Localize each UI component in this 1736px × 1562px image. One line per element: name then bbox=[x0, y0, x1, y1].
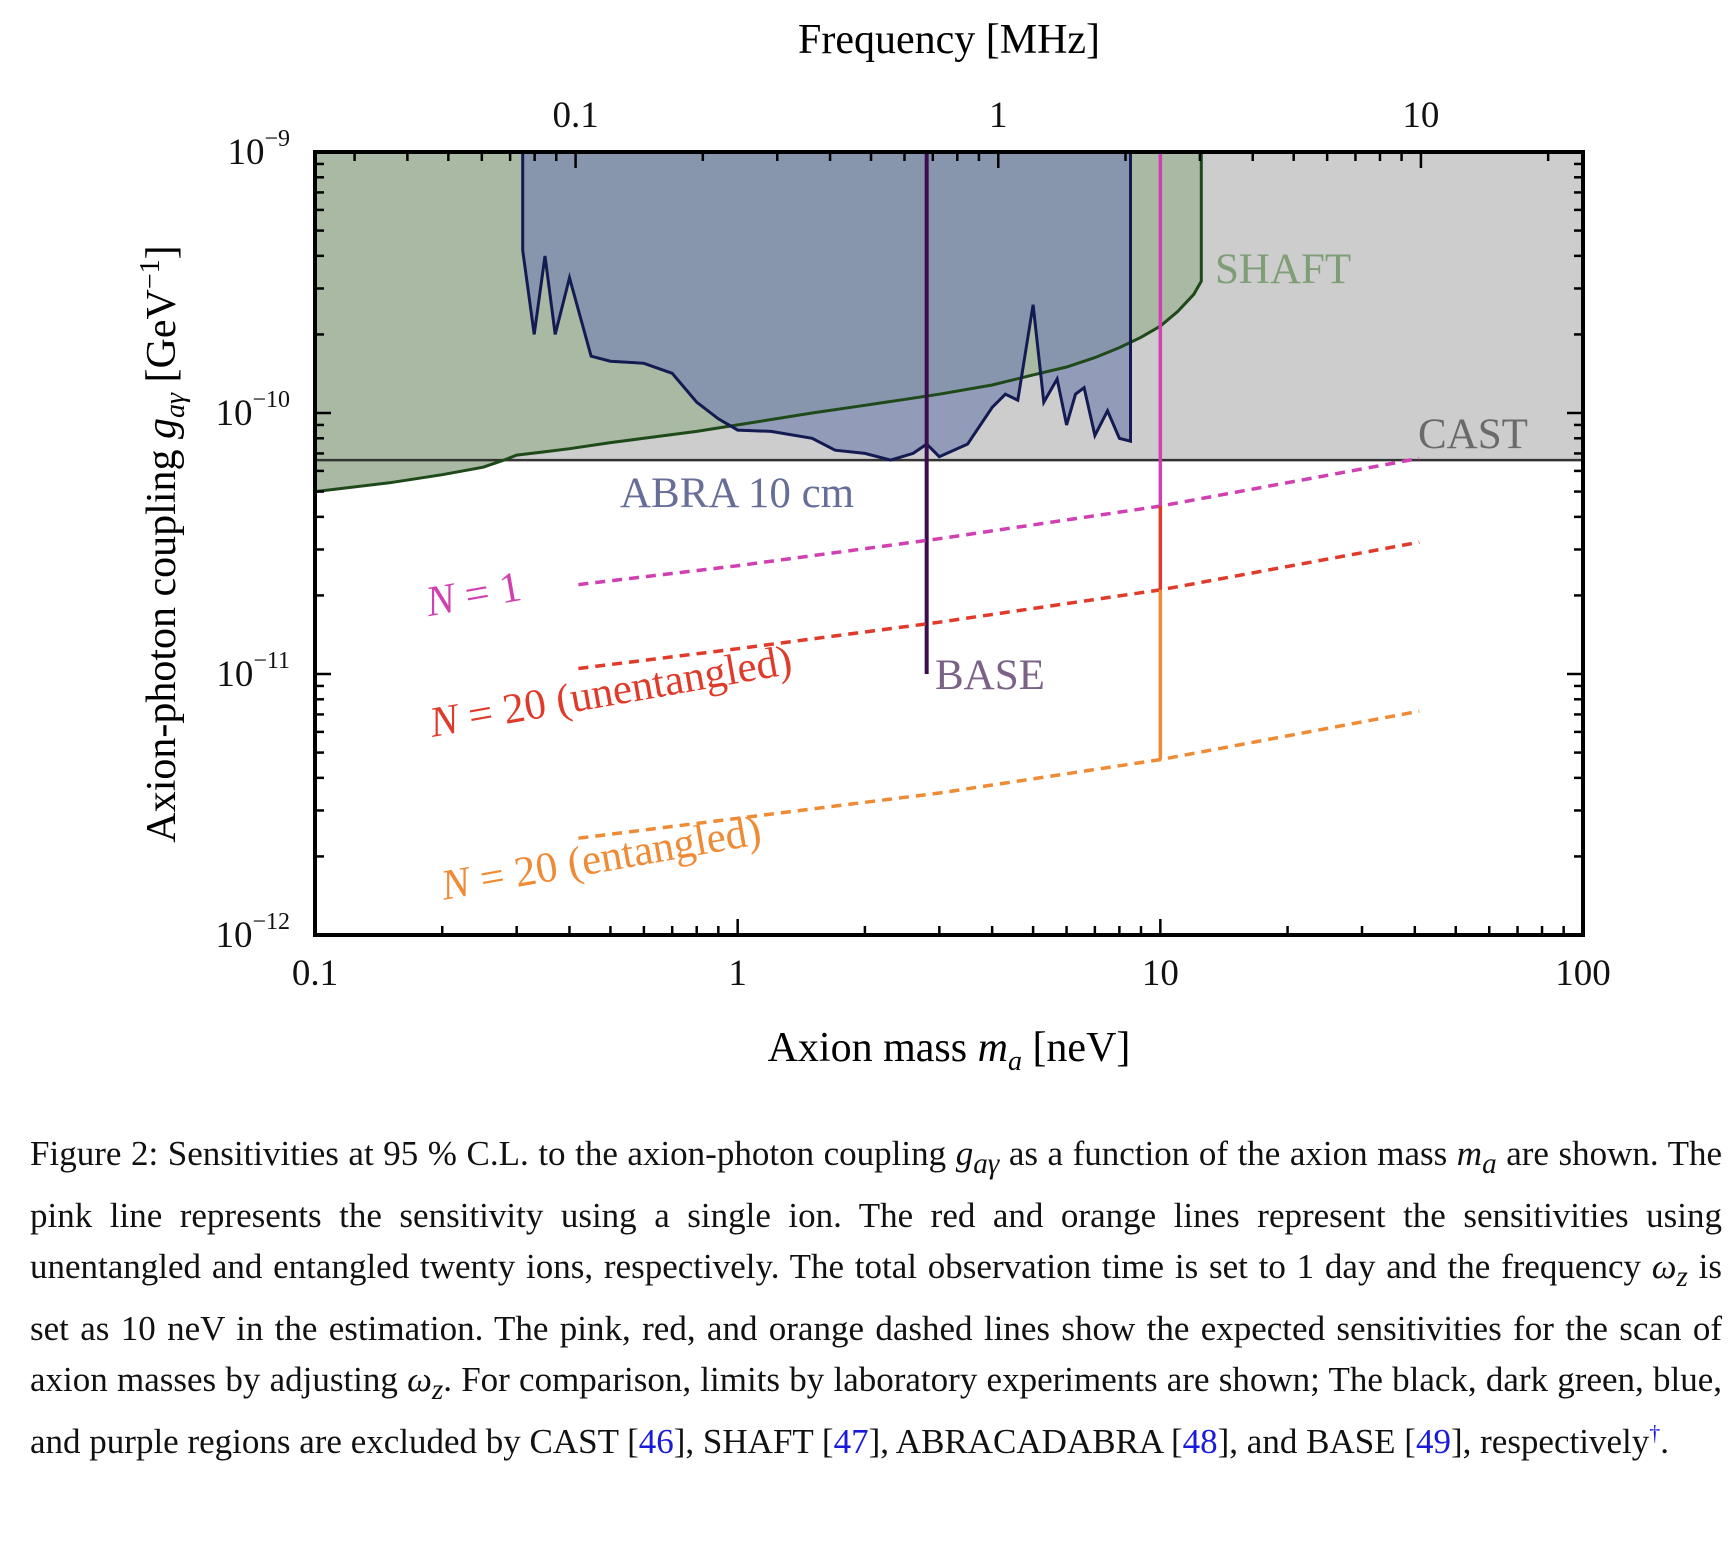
top-x-tick-label: 1 bbox=[989, 95, 1008, 136]
citation-link[interactable]: 46 bbox=[638, 1422, 674, 1461]
x-axis-label: Axion mass ma [neV] bbox=[768, 1025, 1131, 1077]
n1-dashed-line bbox=[578, 456, 1420, 587]
top-x-tick-label: 10 bbox=[1402, 95, 1439, 136]
x-tick-label: 1 bbox=[728, 953, 747, 994]
citation-link[interactable]: 48 bbox=[1182, 1422, 1218, 1461]
citation-link[interactable]: 49 bbox=[1415, 1422, 1451, 1461]
label-abra: ABRA 10 cm bbox=[620, 470, 854, 517]
shaft-limit-line bbox=[315, 152, 1203, 494]
footnote-marker[interactable]: † bbox=[1649, 1420, 1661, 1446]
label-cast: CAST bbox=[1418, 411, 1528, 458]
n20-unentangled-dashed-line bbox=[578, 540, 1420, 671]
label-base: BASE bbox=[935, 652, 1045, 699]
x-tick-label: 100 bbox=[1555, 953, 1611, 994]
y-tick-label: 10−12 bbox=[215, 909, 290, 956]
y-tick-label: 10−9 bbox=[227, 126, 290, 173]
figure-caption: Figure 2: Sensitivities at 95 % C.L. to … bbox=[30, 1134, 1723, 1461]
n20-entangled-dashed-line bbox=[578, 709, 1420, 840]
x-tick-label: 10 bbox=[1142, 953, 1179, 994]
y-tick-label: 10−11 bbox=[216, 648, 290, 695]
y-axis-label: Axion-photon coupling gaγ [GeV−1] bbox=[135, 245, 191, 842]
abra-limit-line bbox=[521, 152, 1132, 462]
x2-axis-label: Frequency [MHz] bbox=[798, 17, 1100, 63]
x-tick-label: 0.1 bbox=[292, 953, 338, 994]
label-shaft: SHAFT bbox=[1215, 246, 1351, 293]
label-n1: N = 1 bbox=[421, 563, 525, 626]
plot-frame bbox=[313, 150, 1585, 937]
y-tick-label: 10−10 bbox=[215, 387, 290, 434]
top-x-tick-label: 0.1 bbox=[552, 95, 598, 136]
chart: SHAFT CAST ABRA 10 cm BASE N = 1 N = 20 … bbox=[135, 17, 1611, 1077]
citation-link[interactable]: 47 bbox=[833, 1422, 869, 1461]
abra-region bbox=[522, 152, 1131, 461]
